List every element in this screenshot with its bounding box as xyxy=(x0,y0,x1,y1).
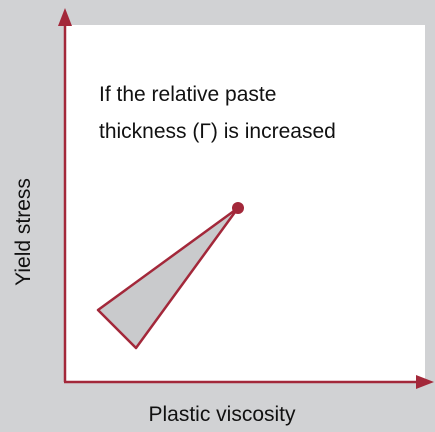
annotation-line: If the relative paste xyxy=(99,83,276,106)
triangle xyxy=(96,206,240,350)
point xyxy=(232,202,244,214)
x-axis-arrow xyxy=(416,375,434,389)
annotation-line: thickness (Γ) is increased xyxy=(99,120,336,143)
y-axis-arrow xyxy=(58,8,72,26)
y-axis-label: Yield stress xyxy=(12,178,35,286)
x-axis-label: Plastic viscosity xyxy=(148,403,296,426)
